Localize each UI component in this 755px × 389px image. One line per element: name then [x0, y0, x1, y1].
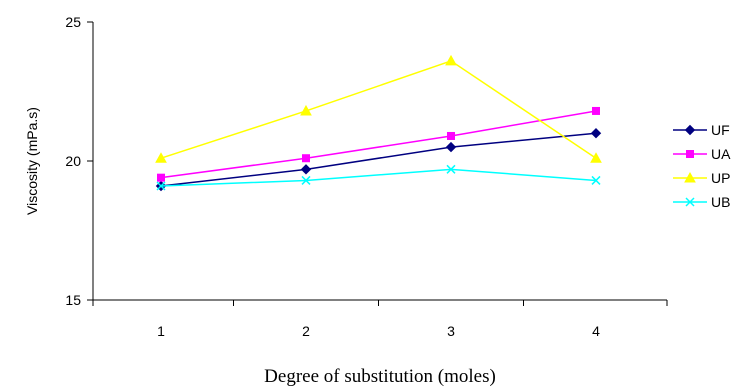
data-point-up: [445, 54, 457, 66]
legend-item-up: UP: [673, 170, 730, 186]
series-line-up: [160, 60, 597, 159]
x-tick-label: 2: [302, 323, 310, 339]
y-axis-title: Viscosity (mPa.s): [24, 107, 40, 215]
data-point-uf: [590, 127, 602, 139]
series-ua: [157, 106, 600, 182]
chart-axes: 15 20 25 1 2 3 4: [65, 14, 668, 339]
x-marker-stroke: [685, 197, 695, 207]
data-point-ua: [592, 106, 600, 115]
y-tick-label: 20: [65, 153, 81, 169]
series-line-ub: [160, 168, 597, 187]
x-marker-stroke: [156, 181, 166, 191]
y-tick-label: 25: [65, 14, 81, 30]
legend-label-up: UP: [711, 170, 730, 186]
data-point-ub: [591, 175, 601, 185]
y-tick-label: 15: [65, 292, 81, 308]
data-point-ub: [156, 181, 166, 191]
x-marker-stroke: [301, 175, 311, 185]
data-point-ua: [447, 131, 455, 140]
series-line-uf: [160, 132, 597, 187]
x-tick-label: 4: [592, 323, 600, 339]
legend-marker-ua: [686, 150, 694, 158]
chart-legend: UF UA UP UB: [673, 122, 731, 210]
data-point-ub: [301, 175, 311, 185]
legend-marker-up: [684, 171, 696, 183]
x-marker-stroke: [446, 164, 456, 174]
data-point-uf: [300, 164, 312, 175]
x-tick-label: 3: [447, 323, 455, 339]
legend-label-ua: UA: [711, 146, 731, 162]
series-line-ua: [160, 110, 597, 179]
legend-label-uf: UF: [711, 122, 730, 138]
data-point-up: [155, 152, 167, 163]
legend-item-ub: UB: [673, 194, 730, 210]
series-up: [155, 54, 602, 163]
legend-label-ub: UB: [711, 194, 730, 210]
data-point-up: [590, 152, 602, 163]
x-marker-stroke: [591, 175, 601, 185]
legend-marker-uf: [684, 124, 696, 136]
series-layer: [155, 54, 602, 192]
data-point-ub: [446, 164, 456, 174]
legend-item-uf: UF: [673, 122, 730, 138]
data-point-ua: [302, 154, 310, 163]
x-tick-label: 1: [157, 323, 165, 339]
data-point-uf: [445, 141, 457, 153]
series-ub: [156, 164, 601, 191]
x-axis-title: Degree of substitution (moles): [264, 366, 496, 387]
data-point-ua: [157, 173, 165, 182]
legend-item-ua: UA: [673, 146, 731, 162]
data-point-up: [300, 104, 312, 116]
legend-marker-ub: [685, 197, 695, 207]
